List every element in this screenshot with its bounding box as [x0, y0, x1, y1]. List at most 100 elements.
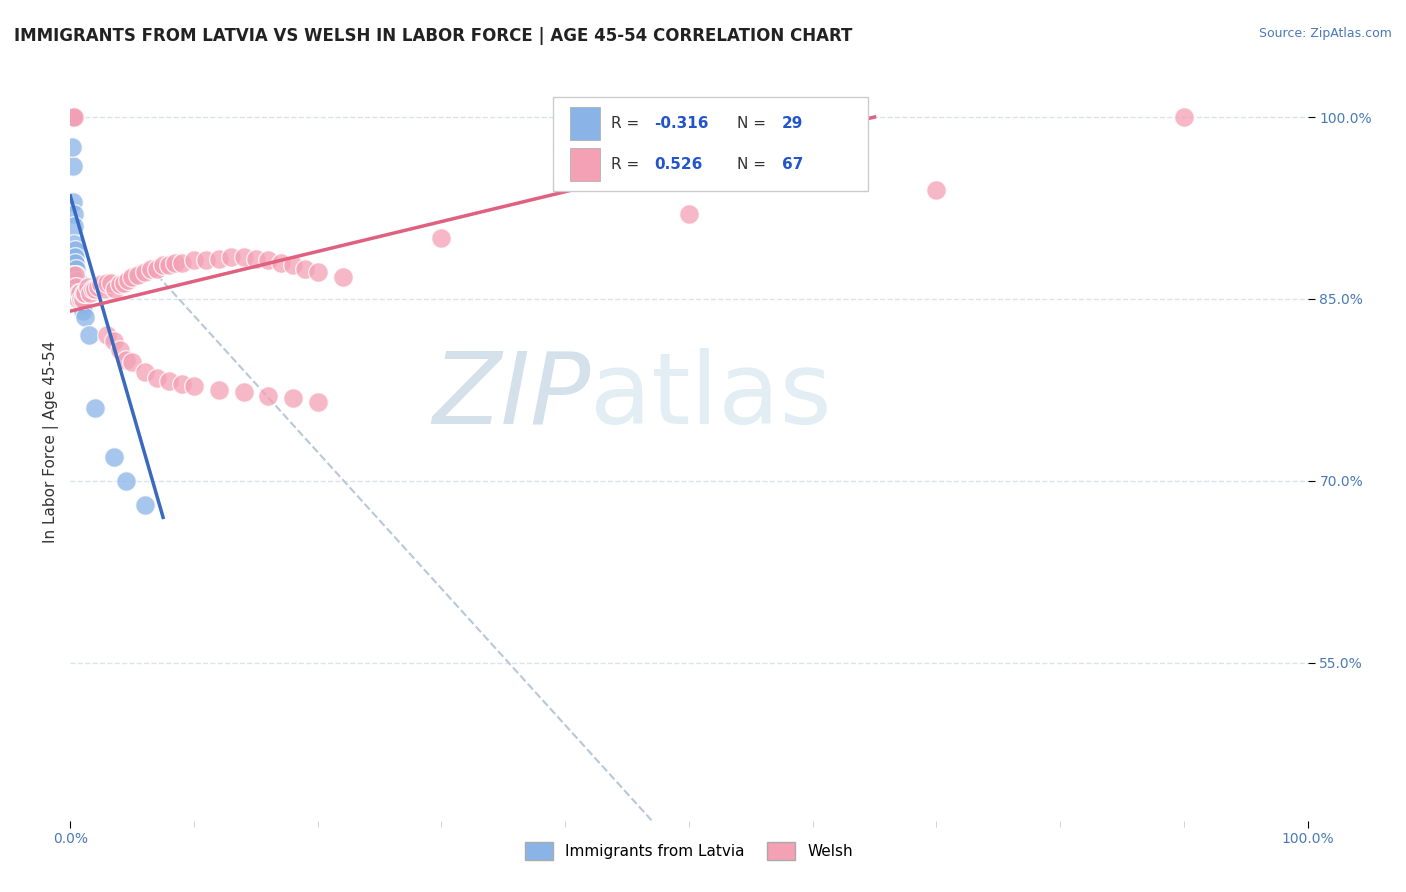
Point: [170, 376, 193, 391]
Point: [115, 474, 138, 488]
Point: [925, 183, 948, 197]
Point: [270, 255, 292, 269]
Point: [72, 292, 94, 306]
Point: [108, 277, 131, 292]
Point: [121, 270, 143, 285]
Point: [63, 110, 86, 124]
Text: 29: 29: [782, 116, 803, 131]
Point: [65, 261, 87, 276]
Point: [75, 285, 97, 300]
Point: [103, 334, 125, 349]
Point: [72, 298, 94, 312]
Point: [69, 292, 91, 306]
Point: [115, 352, 138, 367]
Point: [65, 255, 87, 269]
Point: [117, 272, 139, 286]
Point: [82, 282, 104, 296]
Point: [157, 375, 180, 389]
FancyBboxPatch shape: [553, 96, 869, 191]
Point: [208, 383, 231, 397]
Point: [678, 207, 700, 221]
Point: [100, 277, 122, 291]
Point: [219, 250, 242, 264]
Text: -0.316: -0.316: [654, 116, 709, 131]
Text: IMMIGRANTS FROM LATVIA VS WELSH IN LABOR FORCE | AGE 45-54 CORRELATION CHART: IMMIGRANTS FROM LATVIA VS WELSH IN LABOR…: [14, 27, 852, 45]
Point: [66, 280, 89, 294]
Point: [112, 277, 135, 291]
Point: [67, 280, 90, 294]
Point: [134, 265, 156, 279]
Point: [108, 343, 131, 357]
Point: [134, 365, 156, 379]
Point: [430, 231, 453, 245]
Point: [232, 385, 254, 400]
Point: [60, 140, 83, 154]
Point: [76, 280, 98, 294]
Point: [96, 277, 118, 291]
Point: [75, 310, 97, 325]
Point: [63, 280, 86, 294]
Point: [73, 285, 96, 300]
Point: [1173, 110, 1195, 124]
Point: [170, 255, 193, 269]
Point: [195, 253, 218, 268]
Point: [84, 401, 107, 416]
Point: [65, 268, 87, 282]
Point: [90, 277, 112, 292]
Point: [65, 274, 87, 288]
Point: [60, 110, 83, 124]
Point: [332, 270, 354, 285]
Point: [146, 261, 169, 276]
Point: [257, 253, 280, 268]
Text: R =: R =: [612, 157, 644, 172]
Point: [183, 253, 205, 268]
Point: [134, 498, 156, 512]
Point: [65, 280, 87, 294]
Point: [70, 294, 93, 309]
Point: [84, 282, 107, 296]
Point: [86, 280, 108, 294]
Point: [294, 261, 316, 276]
Point: [72, 304, 94, 318]
Point: [96, 328, 118, 343]
Point: [152, 258, 174, 272]
Point: [245, 252, 267, 266]
Text: R =: R =: [612, 116, 644, 131]
Point: [63, 219, 86, 234]
Point: [63, 237, 86, 252]
Point: [67, 285, 90, 300]
Text: N =: N =: [737, 116, 770, 131]
Point: [281, 258, 304, 272]
Point: [62, 194, 84, 209]
Text: 0.526: 0.526: [654, 157, 703, 172]
Point: [77, 328, 100, 343]
Point: [79, 285, 101, 300]
Text: ZIP: ZIP: [432, 348, 591, 444]
Point: [232, 250, 254, 264]
Text: atlas: atlas: [591, 348, 831, 444]
Point: [62, 268, 84, 282]
FancyBboxPatch shape: [571, 107, 600, 140]
Text: 67: 67: [782, 157, 803, 172]
Point: [165, 255, 187, 269]
Point: [121, 355, 143, 369]
Point: [62, 159, 84, 173]
Point: [104, 282, 127, 296]
Point: [157, 258, 180, 272]
Point: [60, 110, 83, 124]
Point: [69, 285, 91, 300]
Point: [94, 282, 117, 296]
Point: [208, 252, 231, 266]
Point: [307, 395, 329, 409]
Point: [65, 268, 87, 282]
Point: [65, 250, 87, 264]
Point: [65, 244, 87, 258]
Point: [69, 285, 91, 300]
Point: [281, 392, 304, 406]
Text: N =: N =: [737, 157, 770, 172]
Point: [103, 450, 125, 464]
Point: [307, 265, 329, 279]
Point: [183, 379, 205, 393]
Point: [66, 292, 89, 306]
Y-axis label: In Labor Force | Age 45-54: In Labor Force | Age 45-54: [44, 341, 59, 542]
